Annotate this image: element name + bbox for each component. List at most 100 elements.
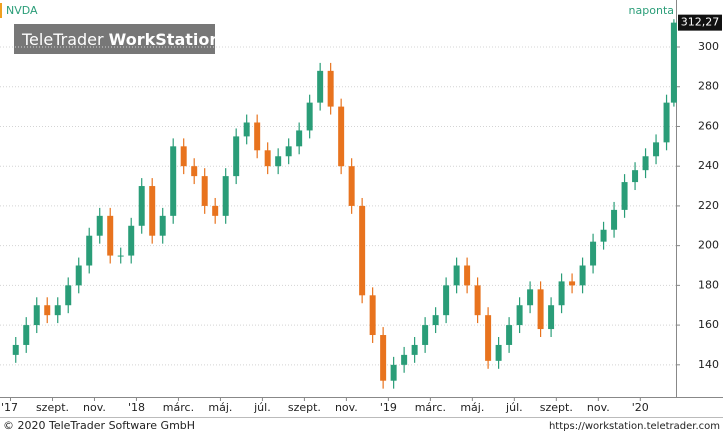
candle-body <box>474 285 481 316</box>
y-tick-label: 300 <box>698 40 719 53</box>
symbol: NVDA <box>6 4 38 17</box>
candle-body <box>128 225 135 256</box>
y-tick-label: 220 <box>698 199 719 212</box>
candle-body <box>306 102 313 131</box>
candle-body <box>96 215 103 236</box>
y-tick-label: 260 <box>698 119 719 132</box>
candle-body <box>180 146 187 167</box>
candle-body <box>359 205 366 296</box>
last-price-label: 312,27 <box>681 16 720 29</box>
x-tick-label: nov. <box>587 401 610 414</box>
x-tick-label: júl. <box>505 401 523 414</box>
candle-body <box>495 344 502 361</box>
candle-body <box>485 315 492 361</box>
symbol-marker <box>0 3 2 18</box>
x-tick-label: máj. <box>208 401 232 414</box>
x-tick-label: márc. <box>415 401 446 414</box>
candle-body <box>632 170 639 183</box>
x-tick-label: '17 <box>1 401 18 414</box>
y-tick-label: 160 <box>698 318 719 331</box>
candle-body <box>75 265 82 286</box>
candle-body <box>432 315 439 326</box>
candle-body <box>401 354 408 365</box>
candle-body <box>642 156 649 171</box>
x-tick-label: nov. <box>335 401 358 414</box>
candle-body <box>464 265 471 286</box>
y-tick-label: 180 <box>698 278 719 291</box>
interval: naponta <box>629 4 674 17</box>
candle-body <box>159 215 166 236</box>
candle-body <box>149 186 156 236</box>
candle-body <box>138 186 145 226</box>
candle-body <box>233 136 240 177</box>
candle-body <box>33 305 40 326</box>
candle-body <box>86 235 93 266</box>
candle-body <box>611 209 618 230</box>
candle-body <box>411 344 418 355</box>
candle-body <box>621 182 628 210</box>
footer-right: https://workstation.teletrader.com <box>549 421 720 432</box>
candle-body <box>569 281 576 286</box>
candle-body <box>527 289 534 306</box>
x-tick-label: '20 <box>632 401 649 414</box>
candle-body <box>264 150 271 167</box>
footer-left: © 2020 TeleTrader Software GmbH <box>3 419 195 432</box>
candle-body <box>191 166 198 177</box>
y-tick-label: 240 <box>698 159 719 172</box>
logo-box <box>14 24 215 54</box>
candle-body <box>201 176 208 206</box>
y-tick-label: 140 <box>698 358 719 371</box>
candle-body <box>516 305 523 326</box>
candle-body <box>296 130 303 147</box>
candle-body <box>369 295 376 336</box>
y-tick-label: 200 <box>698 239 719 252</box>
candle-body <box>348 166 355 206</box>
y-tick-label: 280 <box>698 80 719 93</box>
candle-body <box>443 285 450 316</box>
candle-body <box>44 305 51 316</box>
candle-body <box>212 205 219 216</box>
candle-body <box>117 255 124 257</box>
candle-body <box>222 176 229 216</box>
candle-body <box>506 325 513 345</box>
candle-body <box>548 305 555 330</box>
logo: TeleTrader WorkStation <box>21 30 221 49</box>
candle-body <box>590 241 597 266</box>
candle-body <box>653 142 660 157</box>
candle-body <box>170 146 177 216</box>
x-tick-label: '19 <box>380 401 397 414</box>
candle-body <box>285 146 292 157</box>
candle-body <box>670 22 677 103</box>
logo-part: TeleTrader <box>21 30 104 49</box>
candle-body <box>380 335 387 381</box>
candle-body <box>390 364 397 381</box>
candle-body <box>254 122 261 151</box>
candle-body <box>12 344 19 355</box>
candle-body <box>663 102 670 143</box>
candle-body <box>65 285 72 306</box>
candle-body <box>579 265 586 286</box>
x-tick-label: szept. <box>288 401 321 414</box>
candle-body <box>54 305 61 316</box>
candle-body <box>422 325 429 345</box>
x-tick-label: júl. <box>253 401 271 414</box>
candle-body <box>338 106 345 167</box>
candle-body <box>243 122 250 137</box>
candle-body <box>453 265 460 286</box>
x-tick-label: szept. <box>540 401 573 414</box>
candle-body <box>600 229 607 242</box>
candle-body <box>317 70 324 103</box>
candle-body <box>107 215 114 256</box>
x-tick-label: '18 <box>128 401 145 414</box>
logo-part: WorkStation <box>109 30 221 49</box>
x-tick-label: márc. <box>163 401 194 414</box>
last-price-box <box>678 14 722 31</box>
candle-body <box>327 70 334 107</box>
x-tick-label: szept. <box>36 401 69 414</box>
candle-body <box>275 156 282 167</box>
x-tick-label: máj. <box>460 401 484 414</box>
candle-body <box>558 281 565 306</box>
x-tick-label: nov. <box>83 401 106 414</box>
candle-body <box>537 289 544 330</box>
